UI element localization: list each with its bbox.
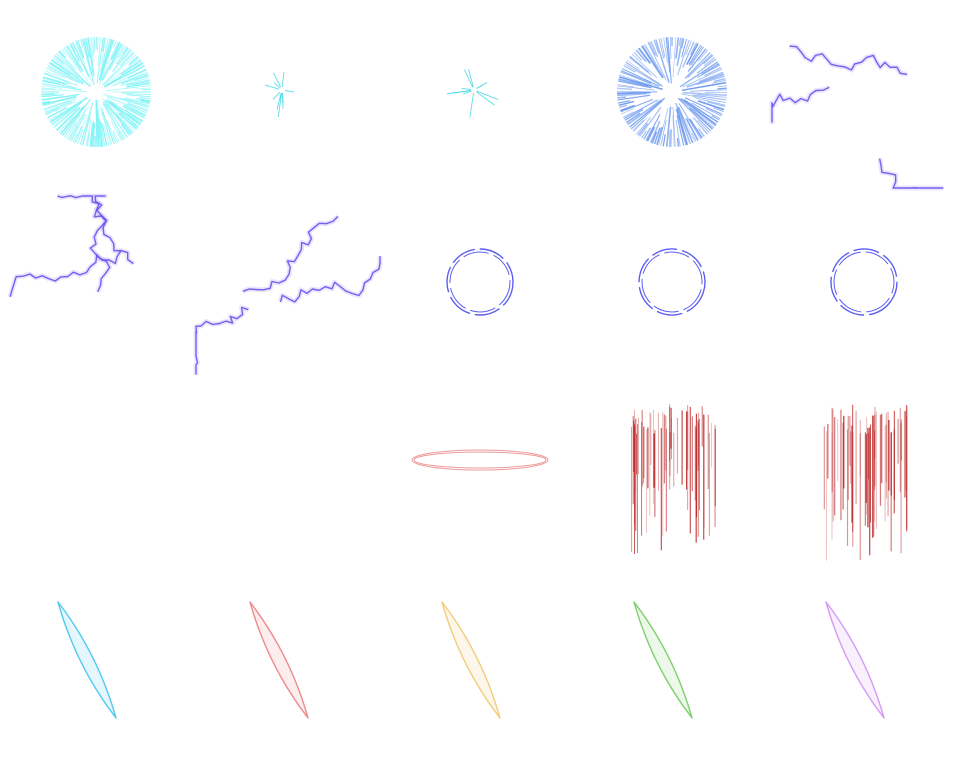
lightning-b-graphic — [7, 193, 135, 298]
slash-yellow-graphic — [441, 601, 501, 719]
sprite-frame-burst-ring-blue — [576, 0, 768, 192]
sprite-frame-slash-red — [192, 576, 384, 768]
sprite-frame-slash-cyan — [0, 576, 192, 768]
sprite-frame-spark-cyan-b — [384, 0, 576, 192]
sprite-frame-lightning-c — [192, 192, 384, 384]
burst-ring-cyan-graphic — [40, 36, 152, 148]
sprite-frame-halo-ellipse-red — [384, 384, 576, 576]
sprite-frame-slash-purple — [768, 576, 960, 768]
slash-cyan-graphic — [57, 601, 117, 719]
slash-purple-graphic — [825, 601, 885, 719]
blood-rain-b-graphic — [823, 404, 908, 561]
dashed-ring-c-graphic — [830, 248, 898, 316]
burst-ring-blue-graphic — [616, 36, 728, 148]
slash-red-graphic — [249, 601, 309, 719]
lightning-a-graphic — [769, 43, 945, 191]
sprite-frame-lightning-a — [768, 0, 960, 192]
sprite-frame-empty-b — [192, 384, 384, 576]
sprite-frame-slash-green — [576, 576, 768, 768]
slash-green-graphic — [633, 601, 693, 719]
sprite-frame-spark-cyan-a — [192, 0, 384, 192]
sprite-frame-lightning-b — [0, 192, 192, 384]
sprite-frame-dashed-ring-c — [768, 192, 960, 384]
sprite-frame-blood-rain-b — [768, 384, 960, 576]
halo-ellipse-red-graphic — [411, 449, 549, 471]
dashed-ring-a-graphic — [446, 248, 514, 316]
spark-cyan-b-graphic — [446, 69, 499, 118]
sprite-frame-empty-a — [0, 384, 192, 576]
empty-b-graphic — [192, 384, 384, 576]
lightning-c-graphic — [193, 214, 383, 375]
sprite-frame-burst-ring-cyan — [0, 0, 192, 192]
empty-a-graphic — [0, 384, 192, 576]
spark-cyan-a-graphic — [264, 72, 295, 118]
sprite-frame-dashed-ring-b — [576, 192, 768, 384]
sprite-frame-slash-yellow — [384, 576, 576, 768]
blood-rain-a-graphic — [631, 404, 716, 555]
dashed-ring-b-graphic — [638, 248, 706, 316]
sprite-frame-blood-rain-a — [576, 384, 768, 576]
sprite-frame-dashed-ring-a — [384, 192, 576, 384]
